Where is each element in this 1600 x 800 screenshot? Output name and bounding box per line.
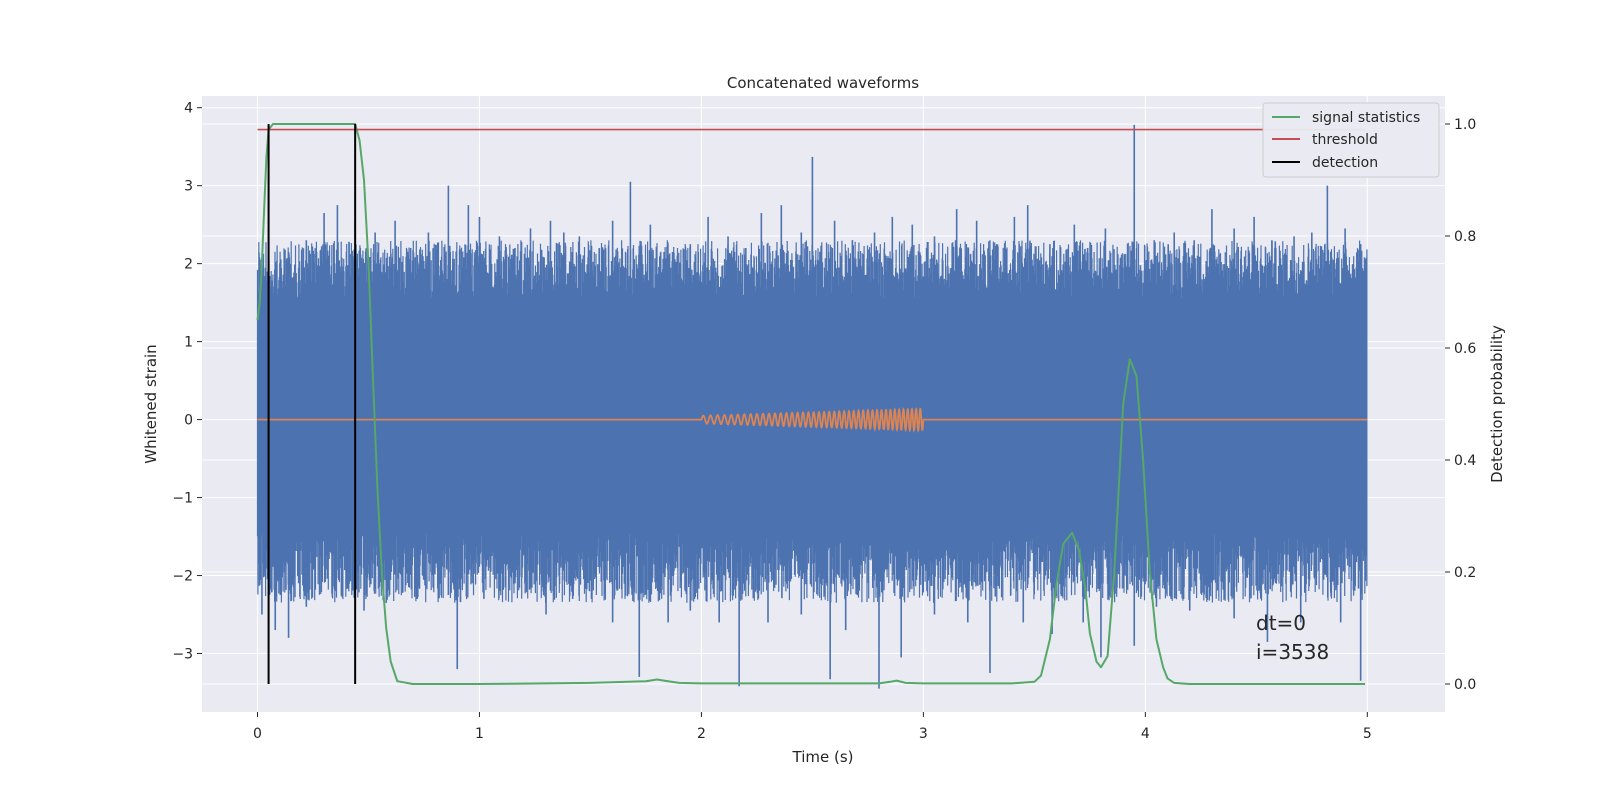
- legend: signal statistics threshold detection: [1262, 102, 1440, 178]
- y-tick-label-left: −2: [172, 569, 193, 585]
- x-axis-label: Time (s): [792, 748, 854, 766]
- y-tick-label-left: −3: [172, 647, 193, 663]
- y-tick-label-right: 0.2: [1454, 565, 1476, 581]
- y-tick-label-right: 0.8: [1454, 229, 1476, 245]
- y-tick-label-left: 0: [184, 413, 193, 429]
- x-tick-label: 0: [253, 726, 262, 742]
- y-tick-label-left: 1: [184, 335, 193, 351]
- annotation-index: i=3538: [1256, 640, 1329, 664]
- x-tick-label: 2: [697, 726, 706, 742]
- y-tick-label-left: 3: [184, 179, 193, 195]
- y-axis-label-left: Whitened strain: [142, 344, 160, 463]
- x-tick-label: 1: [475, 726, 484, 742]
- ticks: 0 1 2 3 4 5 −3 −2 −1 0 1 2 3 4 0.0 0.2 0.4 0.6 0.8 1.0: [172, 101, 1476, 742]
- injected-chirp-line: [257, 407, 1368, 433]
- annotation-dt: dt=0: [1256, 611, 1306, 635]
- probability-series: [256, 123, 1366, 685]
- y-axis-label-right: Detection probability: [1488, 325, 1506, 483]
- legend-box: [1262, 102, 1440, 178]
- injected-waveform-series: [257, 407, 1368, 433]
- x-tick-label: 5: [1363, 726, 1372, 742]
- y-tick-label-left: 2: [184, 257, 193, 273]
- signal-statistics-line: [256, 123, 1366, 685]
- legend-label-signal-statistics: signal statistics: [1312, 110, 1420, 126]
- chart-title: Concatenated waveforms: [727, 74, 919, 92]
- y-tick-label-right: 0.6: [1454, 341, 1476, 357]
- strain-noise-trace: [256, 240, 1368, 603]
- y-tick-label-right: 0.0: [1454, 677, 1476, 693]
- x-tick-label: 4: [1141, 726, 1150, 742]
- y-tick-label-right: 0.4: [1454, 453, 1476, 469]
- y-tick-label-right: 1.0: [1454, 117, 1476, 133]
- legend-label-threshold: threshold: [1312, 132, 1378, 148]
- x-tick-label: 3: [919, 726, 928, 742]
- legend-label-detection: detection: [1312, 155, 1378, 171]
- y-tick-label-left: 4: [184, 101, 193, 117]
- y-tick-label-left: −1: [172, 491, 193, 507]
